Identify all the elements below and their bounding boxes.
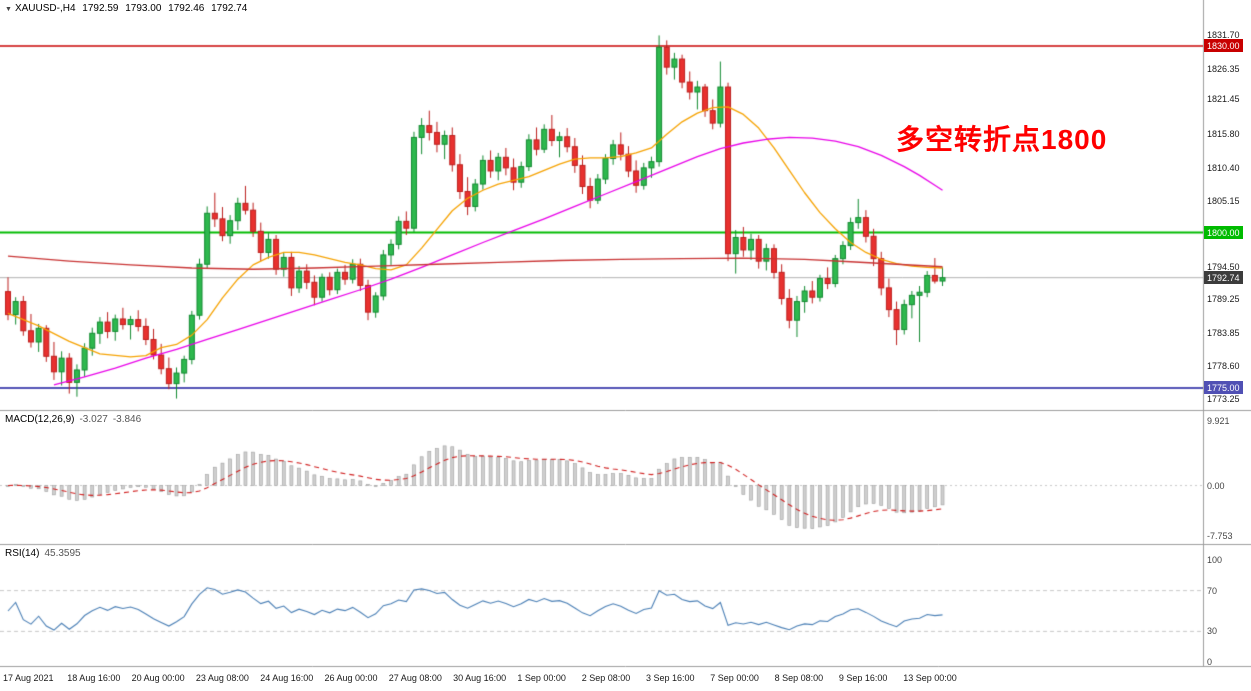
current-price-badge: 1792.74 [1204, 270, 1243, 284]
price-axis-tick: 1826.35 [1207, 63, 1240, 74]
price-axis-tick: 1821.45 [1207, 94, 1240, 105]
price-level-badge: 1775.00 [1204, 380, 1243, 394]
macd-axis-tick: 0.00 [1207, 480, 1225, 491]
quote-open: 1792.59 [82, 3, 119, 14]
time-axis-label: 17 Aug 2021 [3, 673, 54, 683]
macd-indicator-label: MACD(12,26,9) -3.027 -3.846 [5, 414, 141, 425]
time-axis-label: 20 Aug 00:00 [131, 673, 185, 683]
time-axis-label: 27 Aug 08:00 [388, 673, 442, 683]
rsi-name: RSI(14) [5, 548, 40, 559]
macd-axis-tick: -7.753 [1207, 530, 1233, 541]
chart-text-annotation[interactable]: 多空转折点1800 [896, 124, 1108, 155]
rsi-value: 45.3595 [44, 548, 81, 559]
price-axis-tick: 1789.25 [1207, 294, 1240, 305]
time-axis-label: 26 Aug 00:00 [324, 673, 378, 683]
rsi-axis-tick: 100 [1207, 555, 1223, 565]
time-axis-label: 3 Sep 16:00 [646, 673, 695, 683]
time-axis-label: 23 Aug 08:00 [195, 673, 249, 683]
macd-value: -3.027 [79, 414, 108, 425]
time-axis-label: 7 Sep 00:00 [710, 673, 759, 683]
price-axis-tick: 1783.85 [1207, 327, 1240, 338]
rsi-axis-tick: 70 [1207, 585, 1218, 596]
chart-header: ▼ XAUUSD-,H4 1792.59 1793.00 1792.46 1792… [5, 3, 251, 14]
collapse-triangle-icon[interactable]: ▼ [5, 6, 12, 13]
time-axis-label: 9 Sep 16:00 [838, 673, 888, 683]
price-axis-tick: 1778.60 [1207, 360, 1240, 371]
time-axis-label: 1 Sep 00:00 [517, 673, 566, 683]
quote-low: 1792.46 [168, 3, 205, 14]
macd-signal-value: -3.846 [112, 414, 142, 425]
time-axis-label: 30 Aug 16:00 [453, 673, 507, 683]
price-axis-tick: 1831.70 [1207, 30, 1240, 41]
quote-close: 1792.74 [211, 3, 248, 14]
macd-axis-tick: 9.921 [1207, 416, 1230, 426]
rsi-indicator-label: RSI(14) 45.3595 [5, 548, 81, 559]
price-axis-tick: 1815.80 [1207, 129, 1240, 140]
price-axis-tick: 1794.50 [1207, 261, 1240, 272]
price-level-badge: 1800.00 [1204, 225, 1243, 239]
time-axis-label: 8 Sep 08:00 [774, 673, 824, 683]
price-level-badge: 1830.00 [1204, 39, 1243, 52]
price-axis-tick: 1805.15 [1207, 195, 1240, 206]
price-axis-tick: 1773.25 [1207, 393, 1240, 404]
macd-name: MACD(12,26,9) [5, 414, 75, 425]
quote-high: 1793.00 [125, 3, 162, 14]
price-axis-tick: 1810.40 [1207, 162, 1240, 173]
chart-symbol-timeframe: XAUUSD-,H4 [14, 3, 76, 14]
time-axis-label: 18 Aug 16:00 [67, 673, 121, 683]
rsi-axis-tick: 30 [1207, 626, 1218, 637]
time-axis-label: 2 Sep 08:00 [581, 673, 631, 683]
time-axis-label: 24 Aug 16:00 [260, 673, 314, 683]
rsi-axis-tick: 0 [1207, 657, 1213, 667]
time-axis-label: 13 Sep 00:00 [903, 673, 957, 683]
